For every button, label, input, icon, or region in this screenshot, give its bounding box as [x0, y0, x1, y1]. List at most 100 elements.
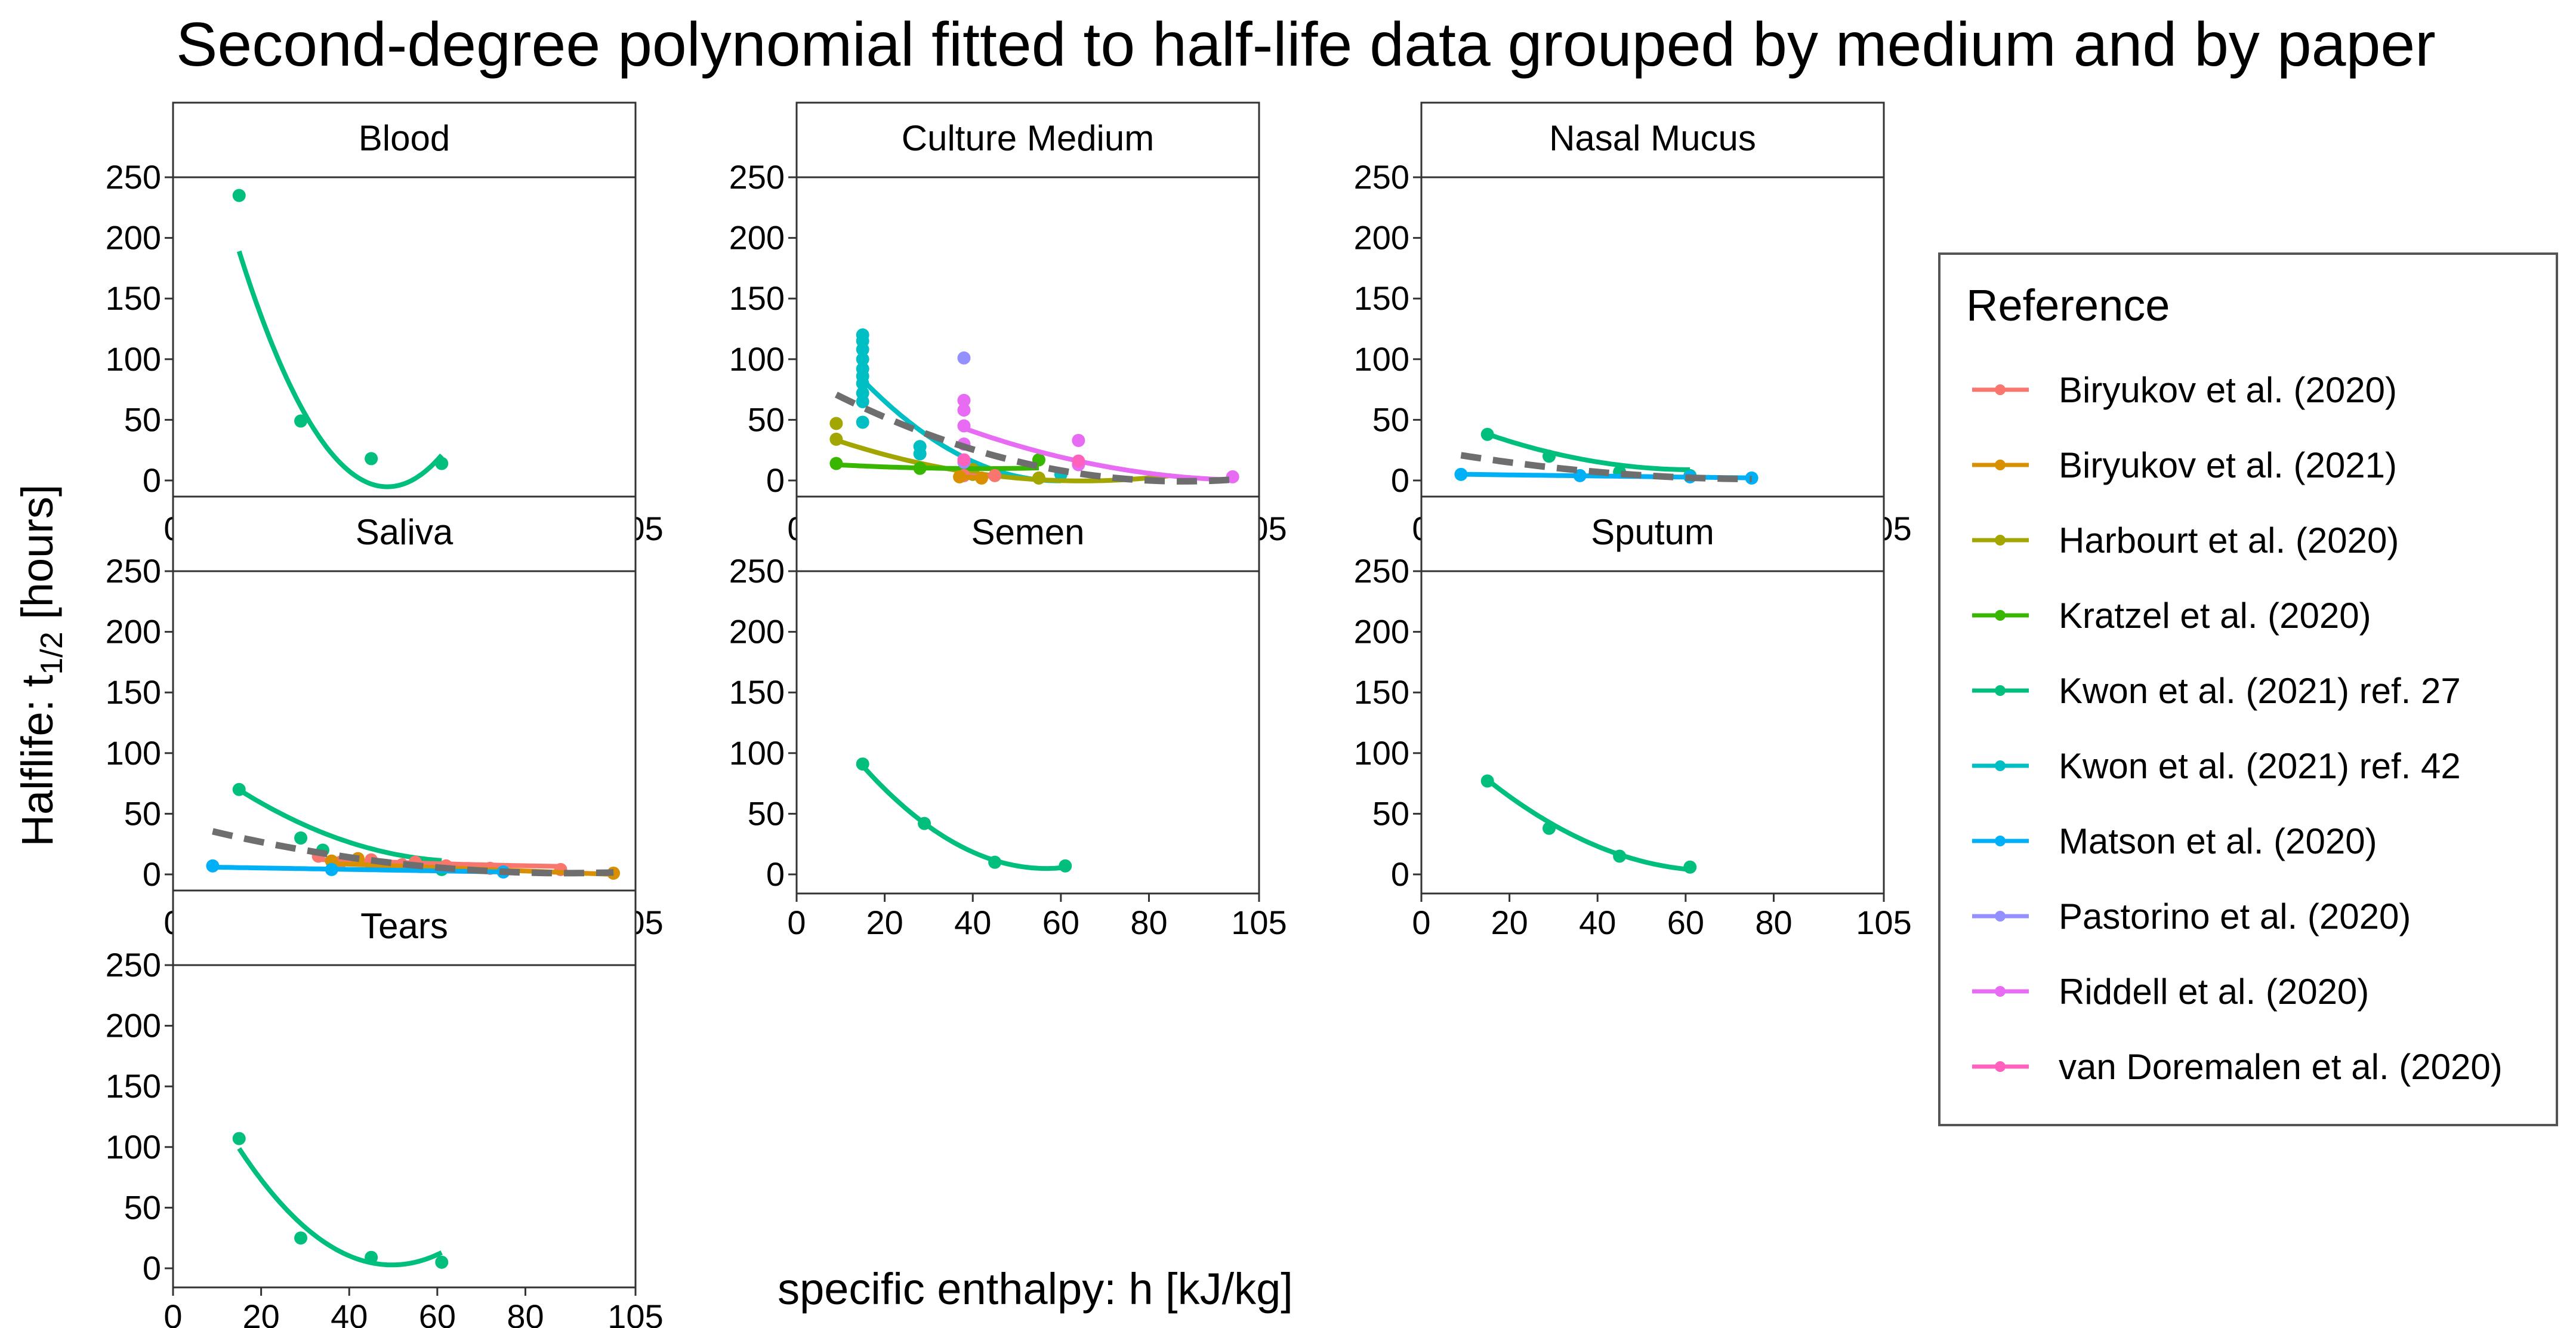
series-biryukov-et-al-2020-point — [988, 469, 1002, 482]
x-tick-label: 80 — [1130, 904, 1167, 941]
y-tick-label: 50 — [124, 1188, 161, 1226]
series-kwon-et-al-2021-ref-42-point — [913, 440, 927, 454]
panel-culture-medium: Culture Medium05010015020025002040608010… — [729, 101, 1287, 547]
legend-key-point — [1995, 986, 2006, 997]
legend: Reference Biryukov et al. (2020) Biryukov … — [1938, 252, 2558, 1126]
series-kwon-et-al-2021-ref-42-point — [856, 395, 869, 408]
series-kwon-et-al-2021-ref-27-point — [1542, 449, 1556, 463]
y-tick-label: 0 — [143, 855, 161, 893]
y-tick-label: 200 — [106, 1007, 161, 1044]
series-kwon-et-al-2021-ref-27-fit — [860, 764, 1066, 871]
panel-strip-label: Tears — [360, 906, 448, 946]
y-tick-label: 200 — [729, 613, 785, 651]
series-kwon-et-al-2021-ref-27-fit — [1486, 432, 1690, 472]
y-tick-label: 150 — [729, 279, 785, 317]
legend-title: Reference — [1966, 281, 2170, 330]
x-axis-title: specific enthalpy: h [kJ/kg] — [778, 1264, 1293, 1314]
y-tick-label: 50 — [124, 400, 161, 438]
series-kwon-et-al-2021-ref-27-point — [232, 189, 246, 202]
series-kwon-et-al-2021-ref-42-point — [856, 415, 869, 429]
series-biryukov-et-al-2021-point — [953, 470, 967, 483]
y-tick-label: 0 — [766, 855, 785, 893]
y-tick-label: 50 — [124, 794, 161, 832]
series-matson-et-al-2020-point — [206, 859, 220, 873]
y-tick-label: 250 — [106, 946, 161, 984]
series-kwon-et-al-2021-ref-27-fit — [237, 1147, 443, 1268]
legend-item-van-doremalen-et-al-2020: van Doremalen et al. (2020) — [1972, 1047, 2503, 1087]
y-tick-label: 0 — [1391, 461, 1409, 499]
x-tick-label: 0 — [1412, 904, 1430, 941]
legend-label: Kratzel et al. (2020) — [2059, 596, 2371, 636]
series-kratzel-et-al-2020-fit — [836, 462, 1039, 472]
series-matson-et-al-2020-point — [1454, 467, 1468, 481]
x-tick-label: 40 — [954, 904, 991, 941]
y-tick-label: 0 — [143, 461, 161, 499]
series-harbourt-et-al-2020-point — [1032, 471, 1045, 485]
y-tick-label: 250 — [1354, 552, 1409, 590]
panel-strip — [172, 101, 637, 178]
x-tick-label: 105 — [1856, 904, 1911, 941]
y-tick-label: 50 — [748, 400, 785, 438]
legend-label: van Doremalen et al. (2020) — [2059, 1047, 2503, 1087]
y-tick-label: 250 — [729, 552, 785, 590]
pooled-fit-dashed — [212, 828, 614, 877]
series-biryukov-et-al-2021-point — [975, 471, 988, 485]
x-tick-label: 0 — [787, 904, 806, 941]
y-tick-label: 150 — [106, 279, 161, 317]
series-kratzel-et-al-2020-point — [913, 461, 927, 475]
series-kwon-et-al-2021-ref-27-point — [1613, 849, 1627, 863]
y-tick-label: 50 — [1372, 794, 1409, 832]
y-axis-title: Halflife: t1/2 [hours] — [13, 485, 69, 847]
panel-strip-label: Culture Medium — [902, 118, 1155, 158]
y-tick-label: 150 — [729, 673, 785, 711]
y-tick-label: 150 — [1354, 279, 1409, 317]
panels: Blood050100150200250020406080105Culture … — [106, 101, 1912, 1328]
y-tick-label: 100 — [106, 1128, 161, 1166]
pooled-fit-dashed — [834, 392, 1233, 485]
x-tick-label: 80 — [1755, 904, 1792, 941]
panel-plot-area — [795, 176, 1260, 501]
panel-blood: Blood050100150200250020406080105 — [106, 101, 664, 547]
y-tick-label: 0 — [766, 461, 785, 499]
series-kwon-et-al-2021-ref-27-point — [294, 831, 308, 845]
panel-tears: Tears 0 50 100 150 200 250 0 20 40 60 80 105 — [106, 889, 664, 1328]
x-tick-label: 20 — [1491, 904, 1528, 941]
y-tick-label: 100 — [106, 734, 161, 772]
panel-saliva: Saliva050100150200250020406080105 — [106, 495, 664, 941]
y-tick-label: 200 — [106, 613, 161, 651]
panel-strip — [1420, 495, 1885, 572]
legend-item-pastorino-et-al-2020: Pastorino et al. (2020) — [1972, 896, 2411, 936]
x-tick-label: 20 — [866, 904, 903, 941]
series-kwon-et-al-2021-ref-27-point — [294, 414, 308, 428]
series-van-doremalen-et-al-2020-point — [957, 453, 971, 467]
legend-key-point — [1995, 836, 2006, 846]
series-kwon-et-al-2021-ref-27-fit — [1486, 778, 1690, 872]
series-kwon-et-al-2021-ref-27-point — [1683, 860, 1697, 874]
series-riddell-et-al-2020-point — [957, 403, 971, 417]
series-kwon-et-al-2021-ref-27-point — [988, 855, 1002, 869]
series-kwon-et-al-2021-ref-27-point — [1542, 821, 1556, 835]
series-pastorino-et-al-2020-point — [957, 351, 971, 365]
legend-item-kratzel-et-al-2020: Kratzel et al. (2020) — [1972, 596, 2371, 636]
panel-plot-area — [172, 570, 637, 895]
x-tick-label: 20 — [242, 1298, 279, 1328]
series-kwon-et-al-2021-ref-42-point — [856, 343, 869, 356]
series-riddell-et-al-2020-point — [957, 393, 971, 407]
panel-semen: Semen 0 50 100 150 200 250 0 20 40 60 80 105 — [729, 495, 1287, 941]
legend-item-kwon-et-al-2021-ref-27: Kwon et al. (2021) ref. 27 — [1972, 671, 2461, 711]
y-tick-label: 150 — [106, 1067, 161, 1105]
y-tick-label: 150 — [1354, 673, 1409, 711]
x-tick-label: 105 — [1231, 904, 1287, 941]
legend-item-harbourt-et-al-2020: Harbourt et al. (2020) — [1972, 520, 2399, 560]
series-kwon-et-al-2021-ref-27-point — [294, 1231, 308, 1245]
y-tick-label: 250 — [729, 158, 785, 196]
y-tick-label: 250 — [1354, 158, 1409, 196]
series-riddell-et-al-2020-point — [1226, 470, 1239, 483]
y-tick-label: 100 — [1354, 340, 1409, 378]
y-tick-label: 250 — [106, 158, 161, 196]
series-harbourt-et-al-2020-point — [829, 417, 843, 430]
y-tick-label: 50 — [1372, 400, 1409, 438]
x-tick-label: 0 — [163, 1298, 182, 1328]
y-tick-label: 100 — [106, 340, 161, 378]
y-tick-label: 200 — [1354, 219, 1409, 257]
